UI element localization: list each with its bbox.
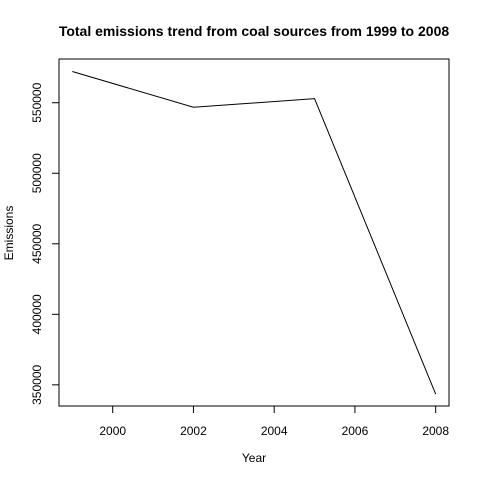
x-tick-label: 2000 (99, 424, 126, 438)
y-tick-label: 500000 (30, 153, 44, 193)
y-tick-label: 350000 (30, 364, 44, 404)
y-axis: 350000 400000 450000 500000 550000 (30, 82, 60, 405)
y-axis-label: Emissions (2, 206, 16, 261)
x-tick-label: 2008 (422, 424, 449, 438)
y-tick-label: 550000 (30, 82, 44, 122)
series-line (72, 71, 437, 395)
x-axis: 2000 2002 2004 2006 2008 (99, 405, 449, 438)
x-axis-label: Year (242, 451, 266, 465)
x-tick-label: 2002 (180, 424, 207, 438)
x-tick-label: 2004 (261, 424, 288, 438)
y-tick-label: 400000 (30, 294, 44, 334)
x-tick-label: 2006 (342, 424, 369, 438)
y-tick-label: 450000 (30, 223, 44, 263)
plot-frame (58, 58, 450, 407)
chart-title: Total emissions trend from coal sources … (59, 23, 450, 39)
